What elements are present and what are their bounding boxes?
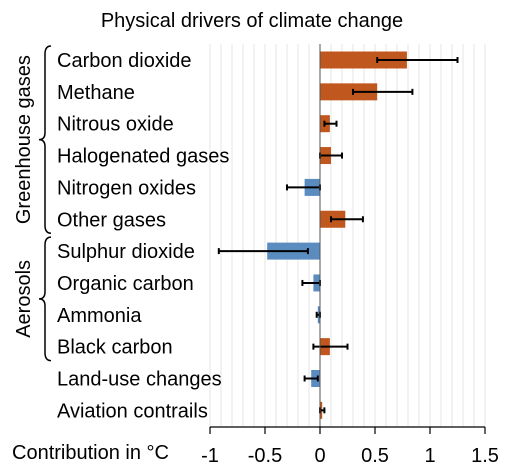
category-label: Sulphur dioxide bbox=[57, 241, 195, 263]
x-tick-label: 0 bbox=[314, 445, 325, 467]
category-label: Ammonia bbox=[57, 305, 142, 327]
x-tick-label: -0.5 bbox=[248, 445, 282, 467]
x-ticks-group: -1 -0.5 0 0.5 1 1.5 bbox=[201, 427, 499, 467]
category-label: Methane bbox=[57, 82, 135, 104]
category-label: Halogenated gases bbox=[57, 146, 229, 168]
grid-lines bbox=[209, 44, 486, 427]
error-bars-group bbox=[217, 57, 459, 414]
bar bbox=[320, 51, 407, 69]
group-label: Aerosols bbox=[13, 260, 35, 338]
category-label: Other gases bbox=[57, 209, 166, 231]
group-bracket bbox=[38, 45, 52, 234]
x-tick-label: -1 bbox=[201, 445, 219, 467]
category-label: Land-use changes bbox=[57, 369, 222, 391]
x-tick-label: 1.5 bbox=[471, 445, 499, 467]
x-axis-label: Contribution in °C bbox=[12, 442, 169, 464]
category-label: Aviation contrails bbox=[57, 400, 208, 422]
category-label: Nitrogen oxides bbox=[57, 177, 196, 199]
group-brackets: Greenhouse gases Aerosols bbox=[13, 45, 52, 362]
chart-title: Physical drivers of climate change bbox=[101, 10, 403, 32]
bar bbox=[320, 83, 378, 101]
x-tick-label: 0.5 bbox=[361, 445, 389, 467]
category-label: Organic carbon bbox=[57, 273, 194, 295]
category-label: Nitrous oxide bbox=[57, 114, 174, 136]
category-label: Black carbon bbox=[57, 337, 173, 359]
group-label: Greenhouse gases bbox=[13, 55, 35, 224]
category-labels-group: Carbon dioxide Methane Nitrous oxide Haloge… bbox=[57, 50, 229, 422]
group-bracket bbox=[38, 236, 52, 362]
category-label: Carbon dioxide bbox=[57, 50, 192, 72]
x-tick-label: 1 bbox=[424, 445, 435, 467]
